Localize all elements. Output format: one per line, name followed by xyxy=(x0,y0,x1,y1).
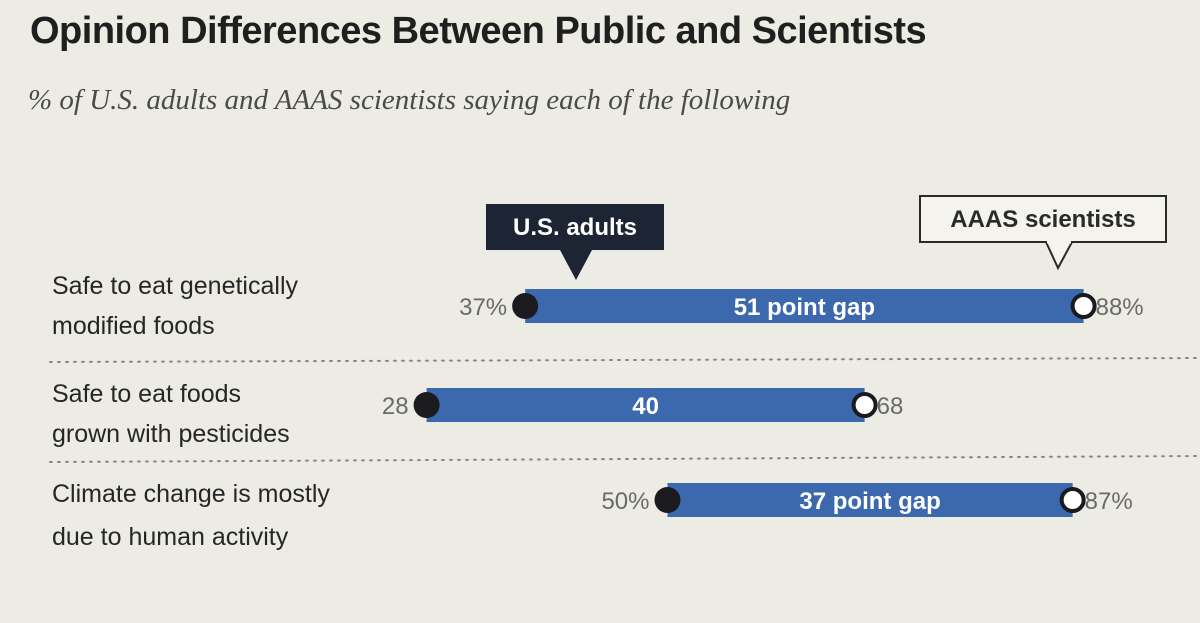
row-label-line: grown with pesticides xyxy=(52,420,290,448)
legend-us-adults: U.S. adults xyxy=(486,204,664,280)
gap-label: 40 xyxy=(632,393,659,420)
gap-label: 51 point gap xyxy=(734,294,875,321)
us-adults-dot xyxy=(512,293,539,319)
gap-bar xyxy=(426,388,865,422)
legend-aaas-scientists-box xyxy=(919,195,1167,243)
chart-row-gmo-foods: Safe to eat genetically modified foods 5… xyxy=(52,272,1144,340)
row-divider-2 xyxy=(49,455,1200,463)
row-label-line: Safe to eat foods xyxy=(52,380,241,408)
scientists-value: 87% xyxy=(1085,488,1133,515)
us-adults-value: 37% xyxy=(459,294,507,321)
scientists-value: 88% xyxy=(1096,294,1144,321)
legend-aaas-scientists: AAAS scientists xyxy=(919,195,1167,271)
scientists-dot xyxy=(1059,487,1086,513)
row-label-line: Climate change is mostly xyxy=(52,480,330,508)
us-adults-dot xyxy=(413,392,440,418)
row-label-line: Safe to eat genetically xyxy=(52,272,298,300)
gap-label: 37 point gap xyxy=(799,488,940,515)
us-adults-value: 50% xyxy=(601,488,649,515)
scientists-dot xyxy=(1070,293,1097,319)
scientists-dot xyxy=(851,392,878,418)
scientists-value: 68 xyxy=(877,393,904,420)
chart-subtitle: % of U.S. adults and AAAS scientists say… xyxy=(28,84,791,116)
legend-us-adults-pointer xyxy=(560,250,592,280)
legend-aaas-scientists-pointer xyxy=(1045,241,1073,271)
row-label-line: modified foods xyxy=(52,312,215,340)
legend-us-adults-label: U.S. adults xyxy=(513,214,637,241)
us-adults-dot xyxy=(654,487,681,513)
gap-bar xyxy=(667,483,1073,517)
us-adults-value: 28 xyxy=(382,393,409,420)
chart-title: Opinion Differences Between Public and S… xyxy=(30,10,927,52)
chart-row-pesticides: Safe to eat foods grown with pesticides … xyxy=(52,380,903,448)
gap-bar xyxy=(525,289,1084,323)
legend-us-adults-box xyxy=(486,204,664,250)
row-divider-1 xyxy=(49,357,1200,363)
row-label-line: due to human activity xyxy=(52,523,289,551)
legend-aaas-scientists-label: AAAS scientists xyxy=(950,206,1135,233)
chart-row-climate-change: Climate change is mostly due to human ac… xyxy=(52,480,1133,551)
